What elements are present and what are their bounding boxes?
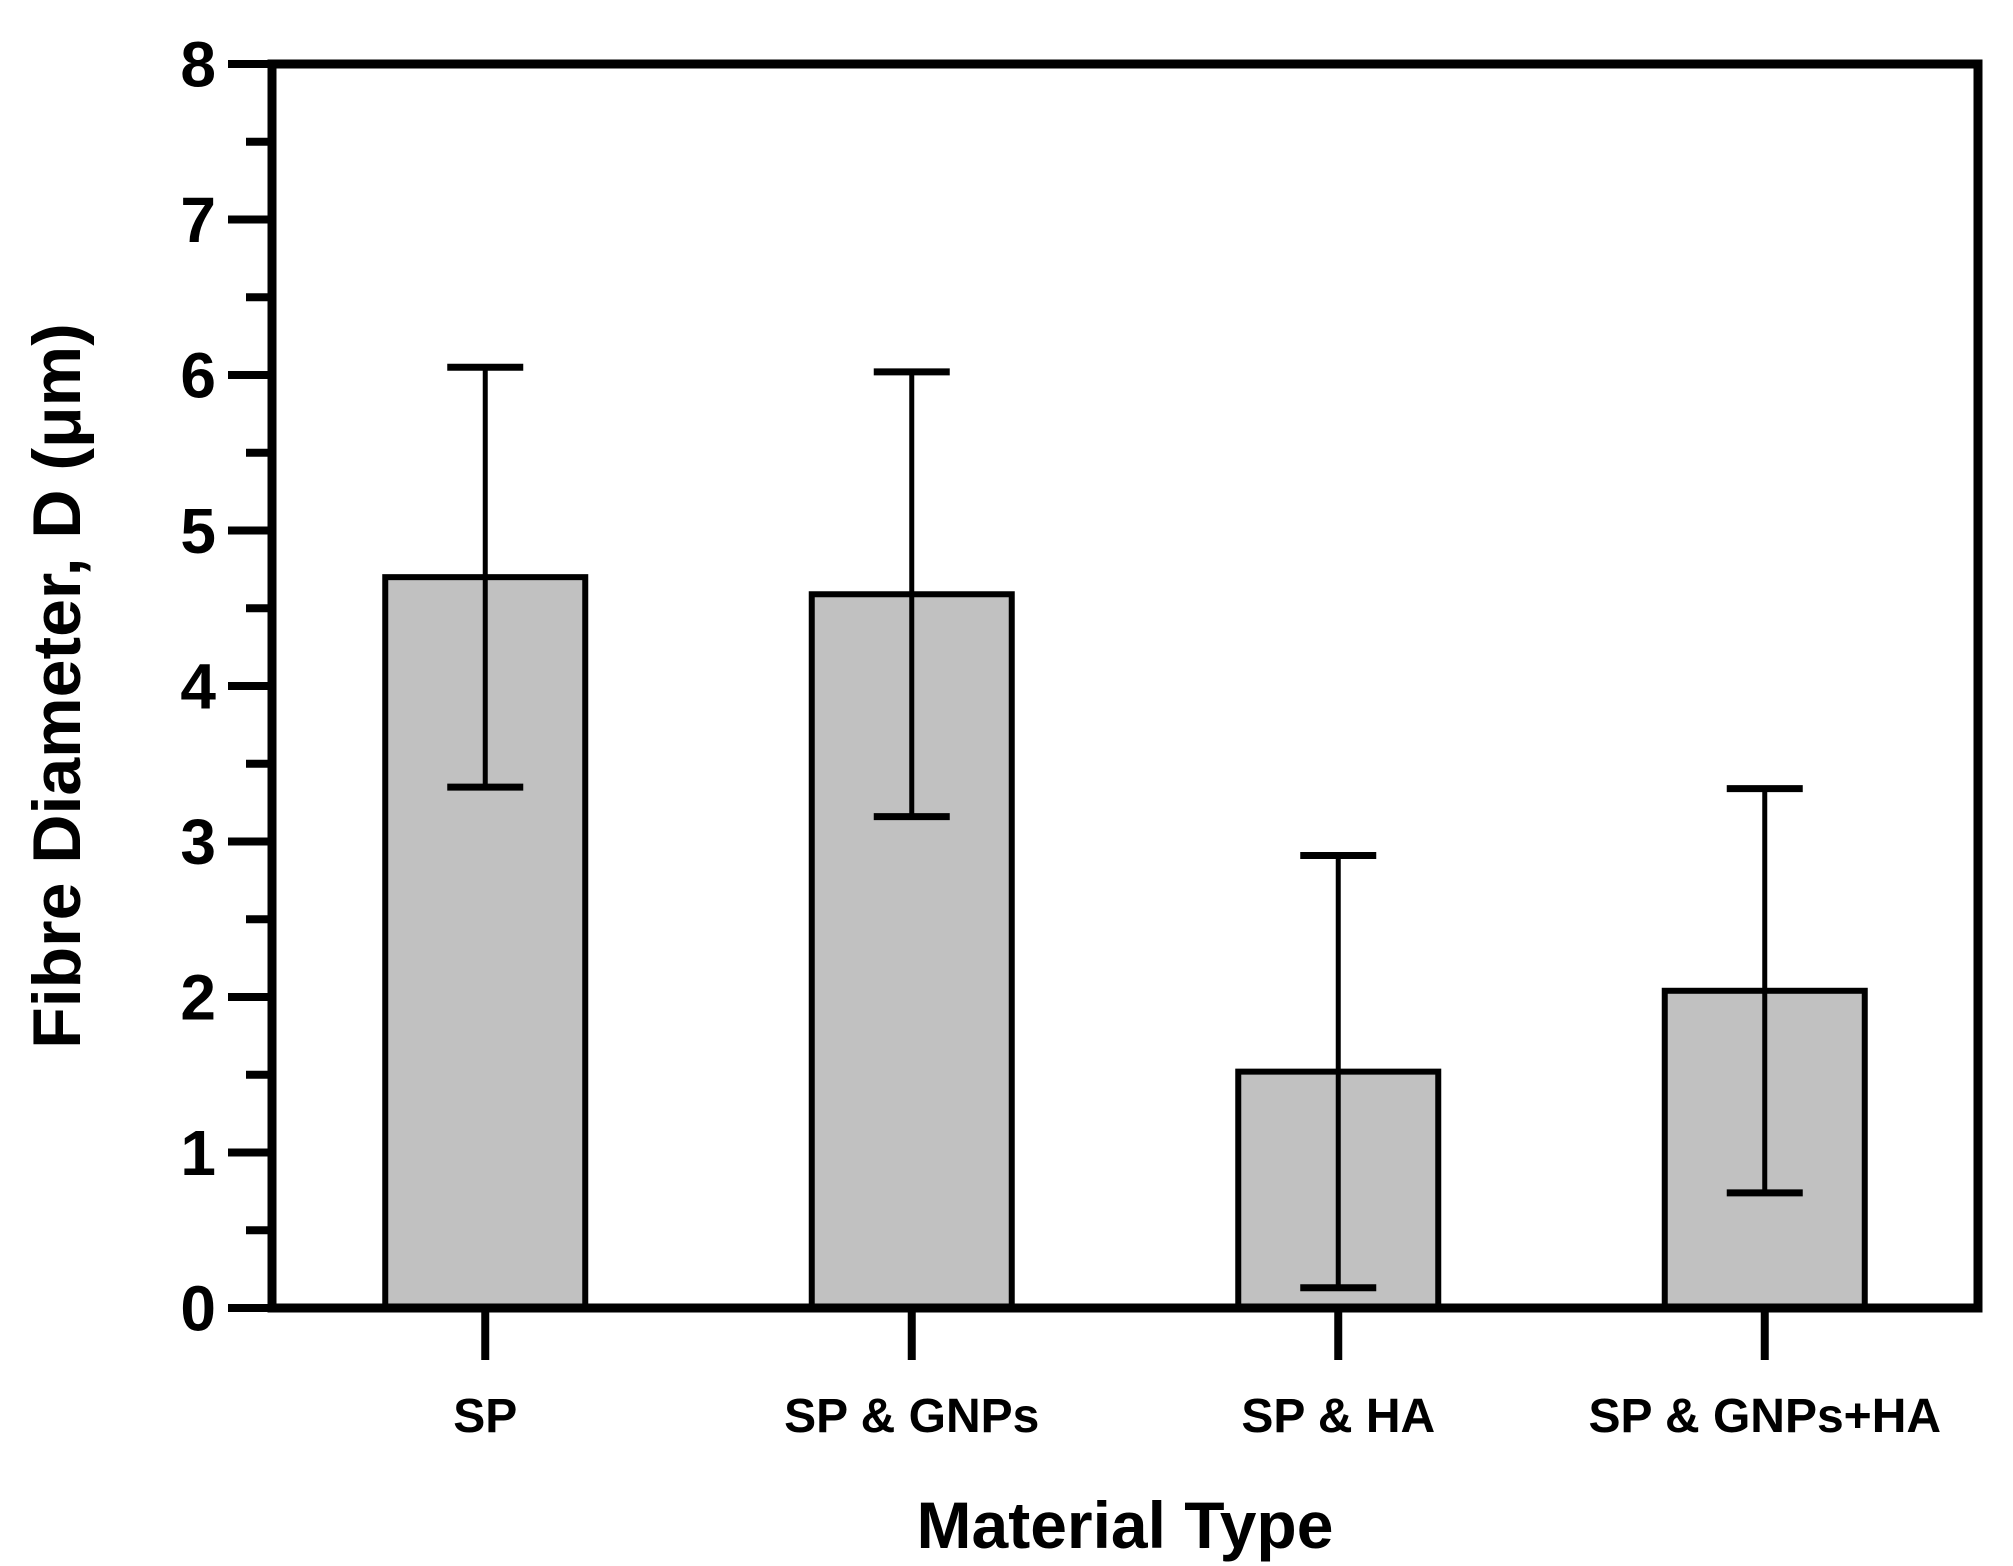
y-tick-label-4: 4 — [180, 650, 216, 722]
y-tick-label-0: 0 — [180, 1272, 216, 1344]
x-axis-title: Material Type — [917, 1488, 1334, 1562]
y-tick-label-3: 3 — [180, 806, 216, 878]
x-category-label-2: SP & GNPs — [784, 1390, 1039, 1443]
y-tick-label-2: 2 — [180, 961, 216, 1033]
x-axis-category-labels: SP SP & GNPs SP & HA SP & GNPs+HA — [453, 1390, 1941, 1443]
error-bar-1 — [447, 363, 524, 791]
y-tick-label-8: 8 — [180, 28, 216, 100]
y-axis-tick-labels: 0 1 2 3 4 5 6 7 8 — [180, 28, 216, 1344]
y-tick-label-5: 5 — [180, 495, 216, 567]
y-axis-title: Fibre Diameter, D (μm) — [19, 323, 95, 1049]
x-category-label-4: SP & GNPs+HA — [1588, 1390, 1941, 1443]
x-axis-ticks — [481, 1308, 1769, 1360]
error-bar-3 — [1300, 851, 1377, 1292]
x-category-label-3: SP & HA — [1241, 1390, 1435, 1443]
x-category-label-1: SP — [453, 1390, 517, 1443]
y-tick-label-7: 7 — [180, 184, 216, 256]
y-tick-label-1: 1 — [180, 1117, 216, 1189]
error-bar-4 — [1726, 785, 1803, 1197]
error-bars-group — [447, 363, 1803, 1292]
y-tick-label-6: 6 — [180, 339, 216, 411]
y-axis-ticks — [228, 60, 272, 1312]
error-bar-2 — [873, 368, 950, 821]
